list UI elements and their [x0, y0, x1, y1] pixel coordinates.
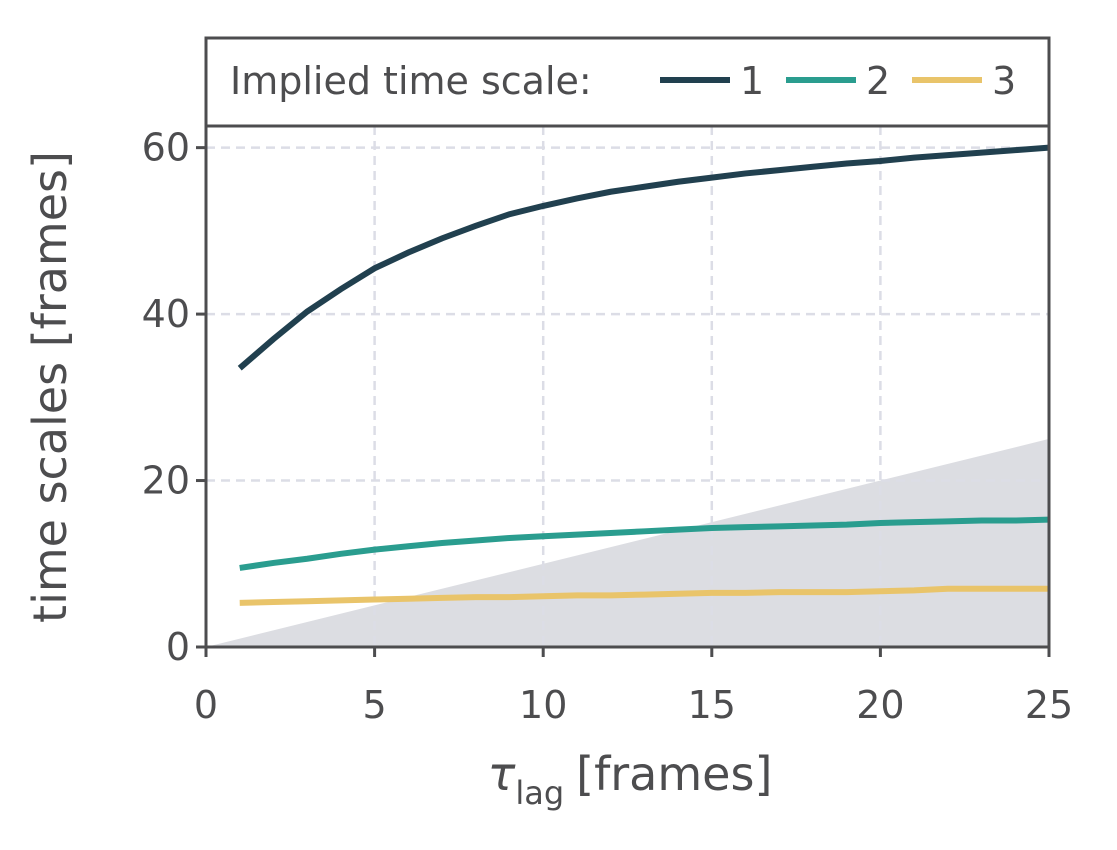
x-tick-label: 25	[1025, 683, 1073, 727]
y-tick-label: 40	[142, 292, 190, 336]
shaded-region	[206, 438, 1049, 647]
legend-label: 1	[740, 59, 764, 103]
series-line	[239, 585, 1049, 606]
x-tick-label: 15	[688, 683, 736, 727]
legend-label: 3	[992, 59, 1016, 103]
legend-label: 2	[866, 59, 890, 103]
x-tick-label: 5	[363, 683, 387, 727]
y-tick-label: 0	[166, 625, 190, 669]
x-label-unit: [frames]	[576, 747, 772, 801]
plot-frame	[204, 124, 1051, 649]
x-tick-label: 0	[194, 683, 218, 727]
legend-title: Implied time scale:	[230, 59, 592, 103]
x-label-symbol: τ	[488, 747, 516, 801]
y-axis-label: time scales [frames]	[23, 151, 77, 623]
series-line	[237, 144, 1050, 371]
x-tick-label: 10	[519, 683, 567, 727]
series-line	[239, 516, 1050, 571]
y-tick-label: 20	[142, 459, 190, 503]
y-tick-label: 60	[142, 126, 190, 170]
x-axis-label: τlag [frames]	[488, 747, 773, 812]
x-tick-label: 20	[856, 683, 904, 727]
x-label-subscript: lag	[515, 774, 564, 812]
